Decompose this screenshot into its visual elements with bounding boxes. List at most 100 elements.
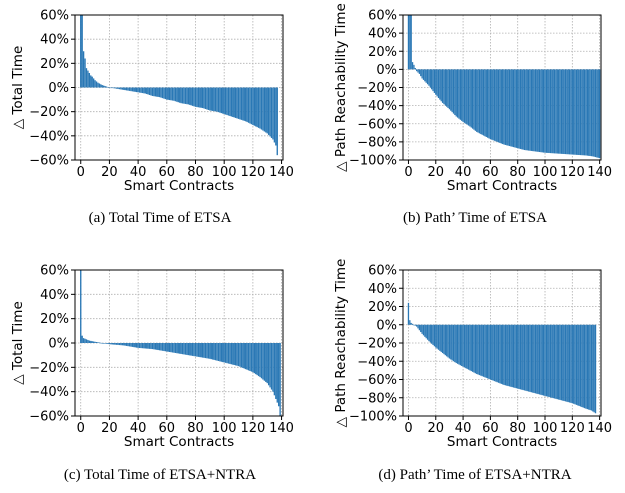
bar <box>471 69 474 129</box>
bar <box>243 87 245 121</box>
bar <box>540 69 542 153</box>
bar <box>259 343 261 378</box>
bar <box>424 69 426 82</box>
x-tick-label: 100 <box>212 165 237 180</box>
bar <box>143 87 145 94</box>
bar <box>226 87 228 116</box>
bar <box>262 343 264 380</box>
bar <box>255 87 257 127</box>
bar <box>160 87 162 98</box>
bar <box>206 87 208 110</box>
bar <box>81 15 83 88</box>
y-tick-label: −40% <box>29 129 69 144</box>
bar <box>508 324 511 387</box>
bar <box>220 87 222 114</box>
bar <box>239 343 241 367</box>
bar <box>440 324 442 352</box>
bar <box>263 343 266 381</box>
bar <box>517 324 519 389</box>
bar <box>421 324 423 334</box>
bar <box>420 69 422 77</box>
bar <box>495 324 497 382</box>
bar <box>596 69 598 158</box>
bar <box>429 69 431 88</box>
bar <box>260 87 263 130</box>
bar <box>530 324 533 393</box>
bar <box>594 69 597 158</box>
bar <box>90 340 92 343</box>
bar <box>131 87 134 92</box>
bar <box>470 69 472 128</box>
bar <box>245 343 247 370</box>
bar <box>450 324 452 360</box>
bar <box>173 343 175 353</box>
y-axis-label: △ Path Reachability Time <box>333 3 349 172</box>
bar <box>257 343 260 377</box>
bar <box>249 87 251 124</box>
bar <box>470 324 472 372</box>
y-tick-label: 0% <box>48 337 69 352</box>
bar <box>219 87 221 113</box>
bar <box>167 87 169 100</box>
bar <box>232 87 234 117</box>
bar <box>272 343 274 392</box>
y-tick-label: 40% <box>40 33 69 48</box>
y-tick-label: 0% <box>48 81 69 96</box>
bar <box>446 324 448 357</box>
bar <box>146 343 148 349</box>
bar <box>425 69 427 83</box>
bar <box>450 69 452 111</box>
y-axis-label: △ Total Time <box>10 301 26 385</box>
bar <box>444 324 446 356</box>
bar <box>108 87 111 89</box>
bar <box>517 69 519 149</box>
chart-d: 60% 40% 20% 0% −20% −40% −60% −80% −100% 0 20 40 60 8… <box>333 259 612 450</box>
bar <box>499 69 501 143</box>
x-tick-label: 40 <box>130 421 147 436</box>
bar <box>179 87 181 103</box>
bar <box>104 86 106 88</box>
bar <box>214 87 217 112</box>
bar <box>156 87 158 97</box>
bar <box>255 343 257 375</box>
bar <box>447 324 449 358</box>
bar <box>249 343 251 371</box>
bar <box>488 69 490 139</box>
bar <box>581 324 583 408</box>
y-tick-label: 60% <box>368 264 397 279</box>
bar <box>82 338 85 343</box>
bar <box>496 69 498 142</box>
bar <box>555 69 557 154</box>
bar <box>446 69 448 107</box>
bar <box>240 343 243 368</box>
bar <box>529 69 531 151</box>
bar <box>250 87 253 125</box>
y-axis-label: △ Total Time <box>10 46 26 130</box>
bar <box>560 69 563 154</box>
bar <box>176 343 178 354</box>
bar <box>115 343 118 345</box>
x-tick-label: 100 <box>533 421 558 436</box>
bar <box>579 69 582 156</box>
bar <box>521 69 523 150</box>
x-tick-label: 120 <box>560 165 585 180</box>
bar <box>418 324 421 331</box>
bar <box>559 69 561 154</box>
bar <box>124 87 126 91</box>
bar <box>173 87 175 101</box>
bar <box>544 324 546 396</box>
bar <box>226 343 228 364</box>
bar <box>121 343 124 346</box>
y-tick-label: 0% <box>376 318 397 333</box>
bar <box>237 87 240 119</box>
bar <box>589 324 591 411</box>
bar <box>563 324 565 402</box>
bar <box>138 343 141 348</box>
bar <box>110 87 112 89</box>
bar <box>103 85 105 88</box>
bar <box>216 343 218 361</box>
bar <box>575 324 578 405</box>
caption-b: (b) Path’ Time of ETSA <box>403 210 547 226</box>
bar <box>217 87 220 113</box>
bar <box>186 343 188 355</box>
